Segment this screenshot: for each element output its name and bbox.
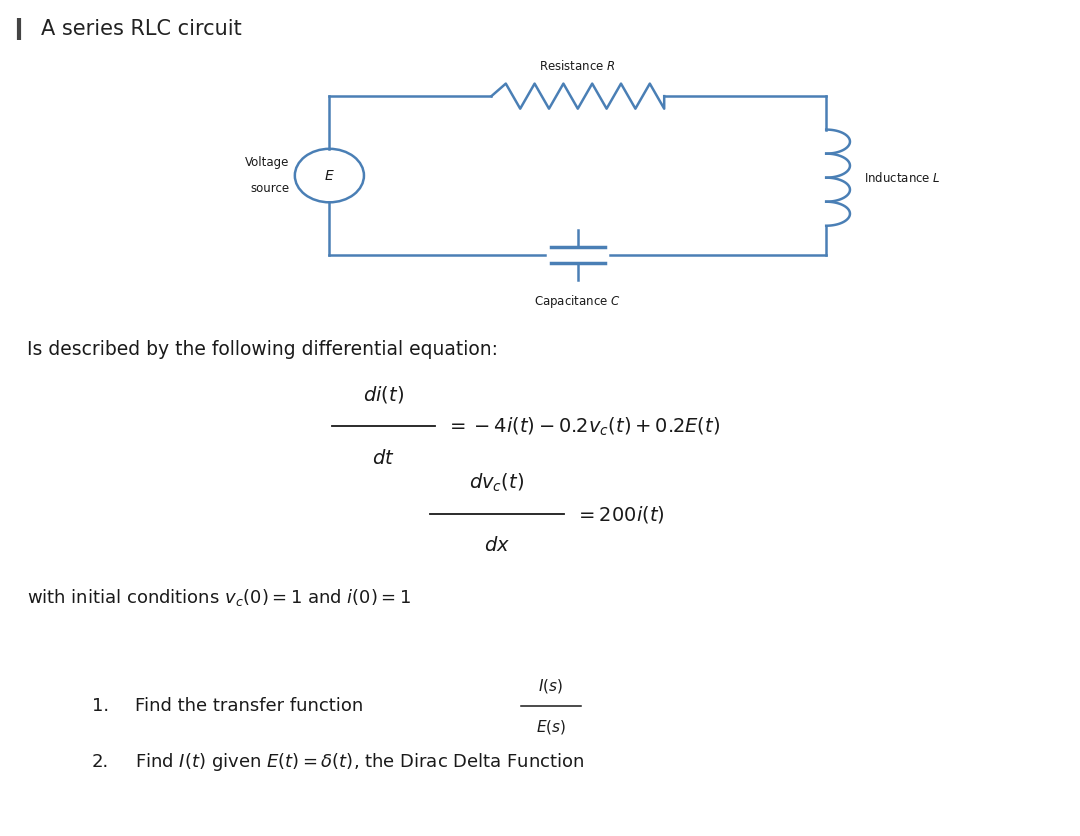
Text: Find the transfer function: Find the transfer function	[135, 697, 363, 716]
Text: $= -4i(t) - 0.2v_c(t) + 0.2E(t)$: $= -4i(t) - 0.2v_c(t) + 0.2E(t)$	[446, 415, 720, 437]
Text: Voltage: Voltage	[245, 155, 289, 169]
Text: $E$: $E$	[324, 169, 335, 182]
Text: source: source	[251, 182, 289, 196]
Text: $dv_c(t)$: $dv_c(t)$	[469, 472, 525, 493]
Text: $I(s)$: $I(s)$	[538, 676, 564, 695]
Text: A series RLC circuit: A series RLC circuit	[41, 19, 242, 39]
Text: Is described by the following differential equation:: Is described by the following differenti…	[27, 340, 498, 359]
Text: Find $I(t)$ given $E(t) = \delta(t)$, the Dirac Delta Function: Find $I(t)$ given $E(t) = \delta(t)$, th…	[135, 752, 584, 773]
Text: $di(t)$: $di(t)$	[363, 384, 404, 405]
Text: Capacitance $C$: Capacitance $C$	[535, 293, 621, 309]
Text: $= 200i(t)$: $= 200i(t)$	[575, 503, 664, 525]
Text: $E(s)$: $E(s)$	[536, 718, 566, 737]
Text: Resistance $R$: Resistance $R$	[540, 59, 616, 73]
Text: with initial conditions $v_c(0) = 1$ and $i(0) = 1$: with initial conditions $v_c(0) = 1$ and…	[27, 587, 411, 609]
Text: 1.: 1.	[92, 697, 109, 716]
Text: Inductance $L$: Inductance $L$	[864, 171, 941, 185]
Text: 2.: 2.	[92, 753, 109, 772]
Text: $dx$: $dx$	[484, 537, 510, 555]
Text: $dt$: $dt$	[373, 449, 394, 467]
